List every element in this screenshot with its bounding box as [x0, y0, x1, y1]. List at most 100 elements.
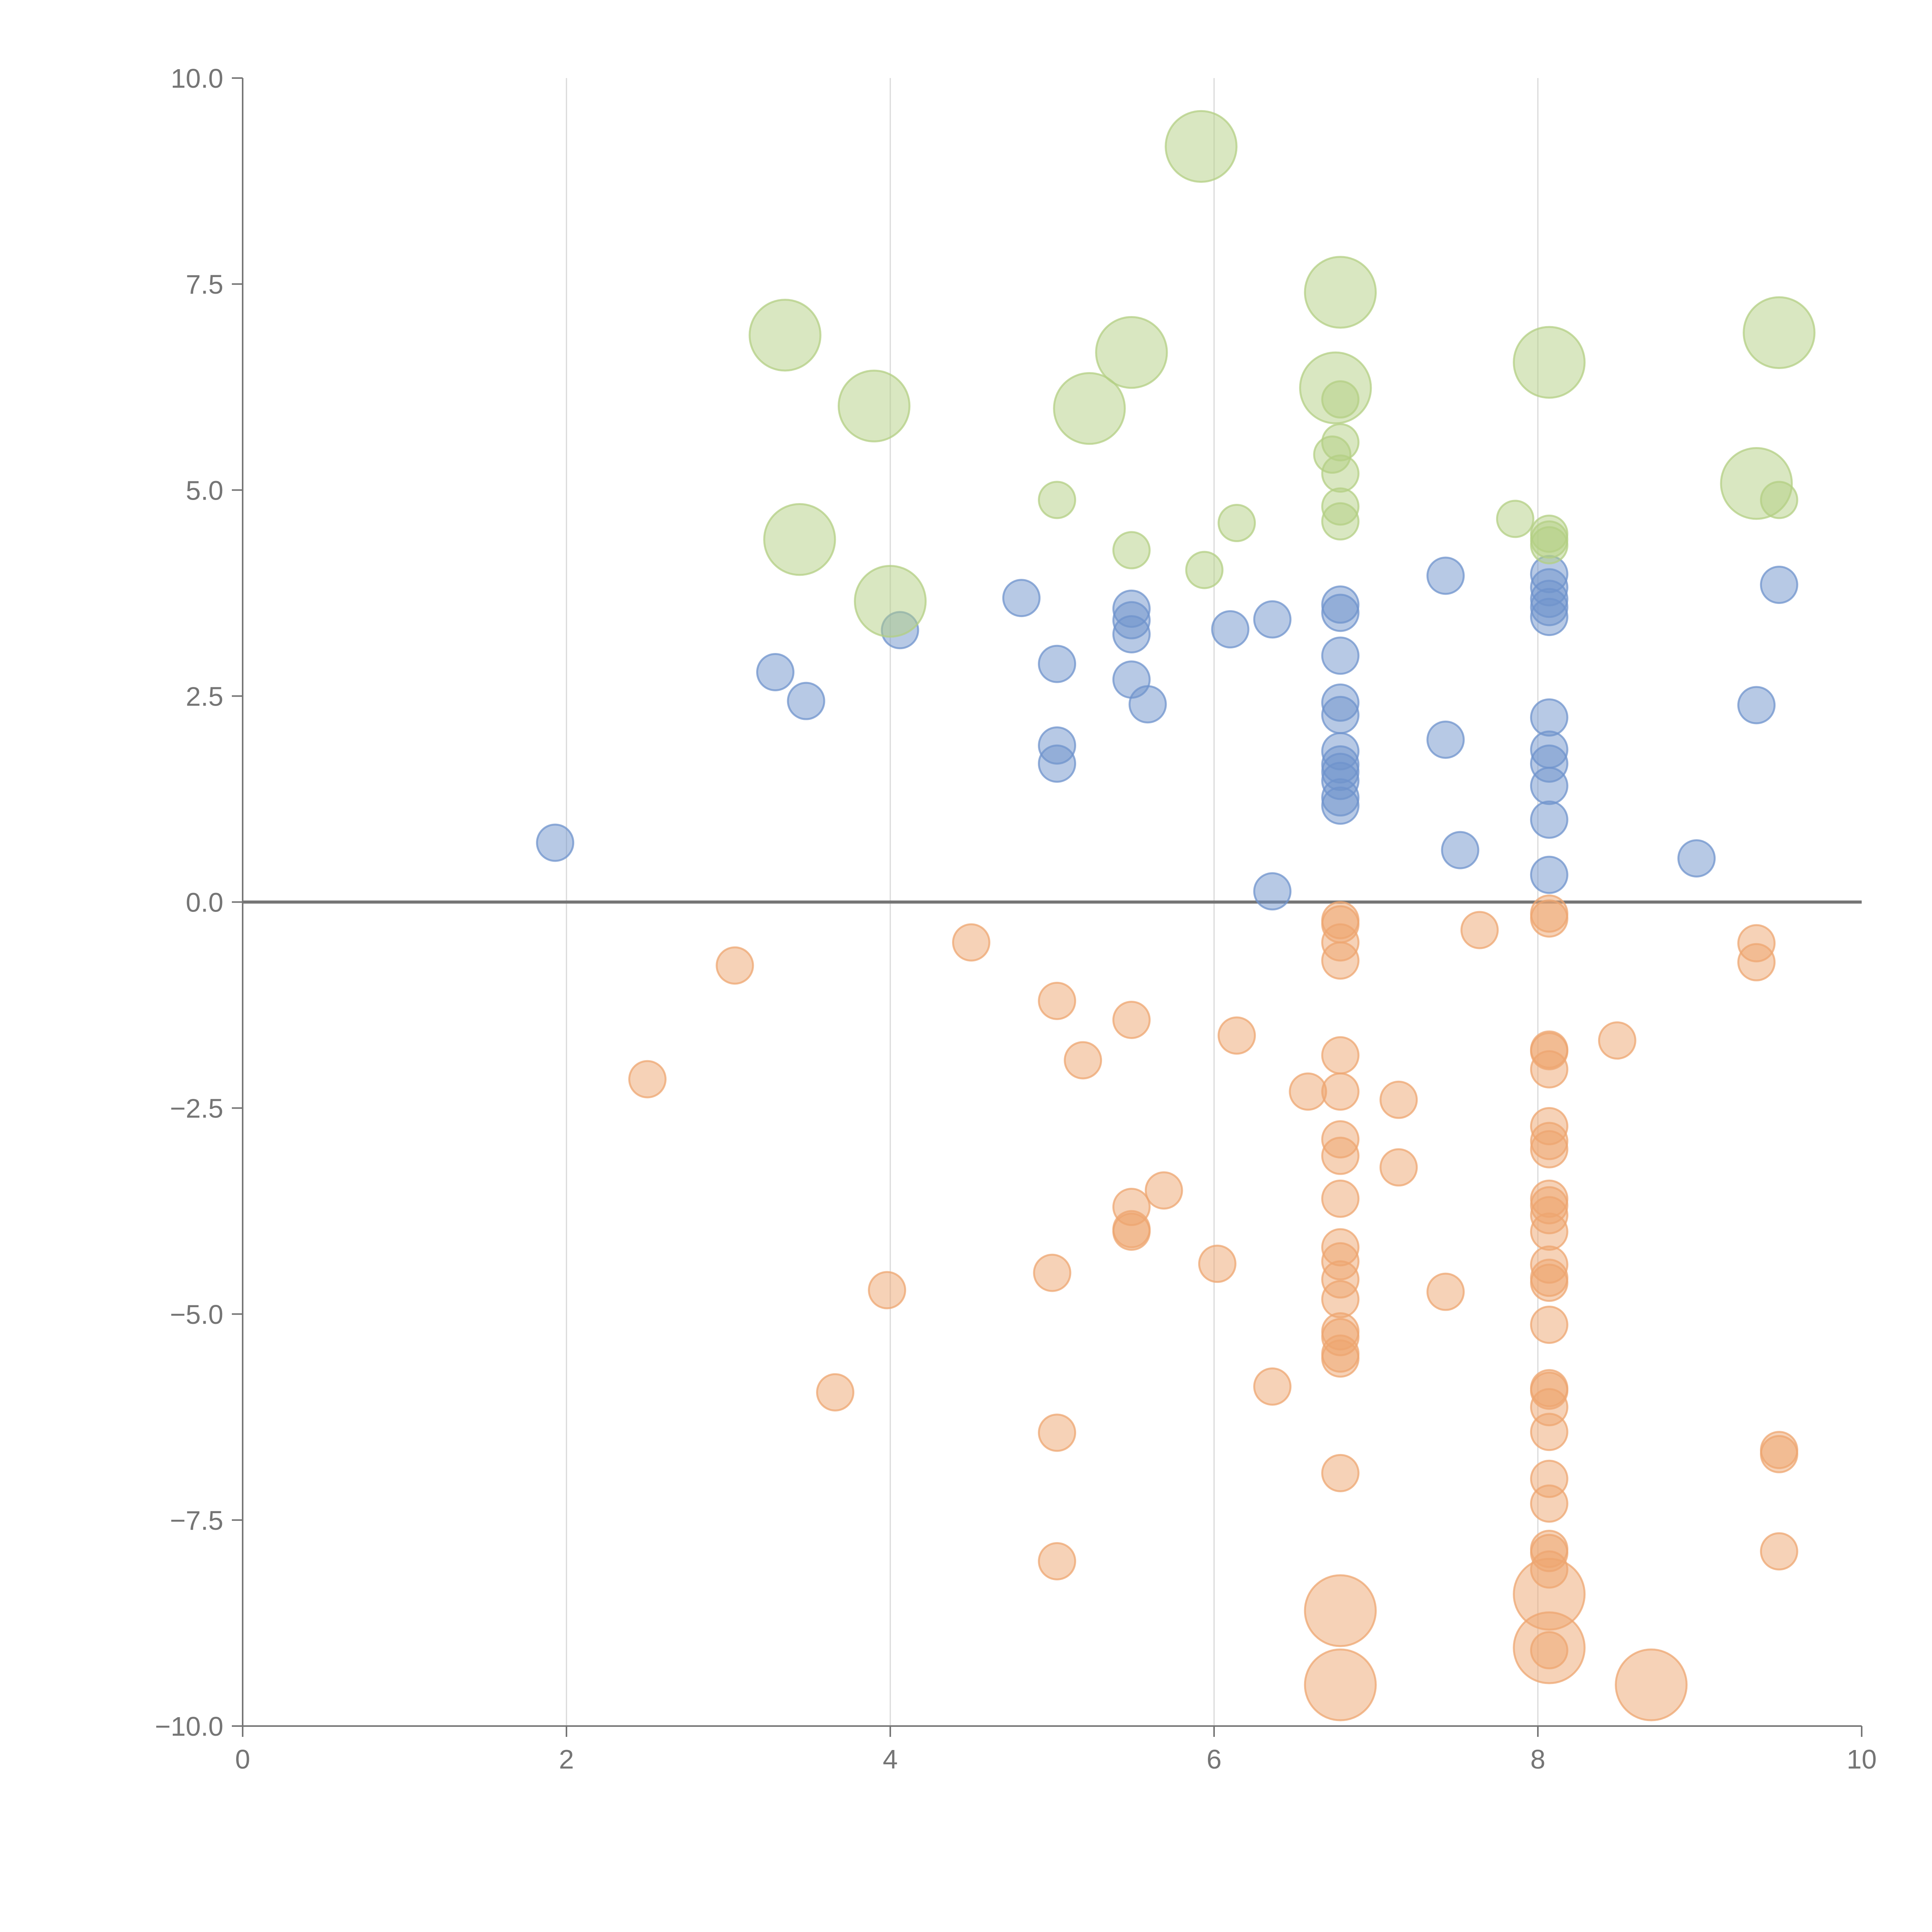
- data-point: [1211, 610, 1250, 649]
- data-point: [1530, 855, 1568, 894]
- data-point: [1379, 1080, 1418, 1119]
- data-point: [816, 1373, 855, 1412]
- data-point: [1165, 110, 1238, 183]
- data-point: [1760, 1532, 1798, 1571]
- y-tick-label: 0.0: [186, 888, 223, 918]
- data-point: [1441, 831, 1480, 869]
- data-point: [1460, 911, 1499, 949]
- data-point: [628, 1060, 667, 1099]
- data-point: [1095, 316, 1168, 389]
- y-tick-label: −2.5: [170, 1094, 223, 1124]
- data-point: [1530, 1130, 1568, 1168]
- x-tick-label: 10: [1847, 1744, 1877, 1774]
- y-tick-label: 5.0: [186, 475, 223, 505]
- data-point: [837, 369, 911, 442]
- data-point: [1321, 1454, 1360, 1492]
- data-point: [1253, 600, 1292, 639]
- data-point: [1530, 1484, 1568, 1523]
- y-tick-label: −10.0: [155, 1711, 223, 1742]
- data-point: [1321, 1280, 1360, 1318]
- data-point: [1053, 372, 1126, 445]
- data-point: [1128, 685, 1167, 724]
- bubble-points: [536, 110, 1816, 1721]
- data-point: [1760, 1435, 1798, 1473]
- y-tick-label: 7.5: [186, 269, 223, 299]
- data-point: [1530, 1050, 1568, 1088]
- data-point: [1321, 1179, 1360, 1218]
- data-point: [1321, 786, 1360, 825]
- data-point: [1737, 686, 1776, 724]
- data-point: [1426, 720, 1465, 759]
- data-point: [1304, 1574, 1377, 1647]
- data-point: [1530, 899, 1568, 938]
- data-point: [1426, 1272, 1465, 1311]
- data-point: [1760, 565, 1798, 604]
- data-point: [1321, 502, 1360, 541]
- x-tick-label: 8: [1531, 1744, 1546, 1774]
- data-point: [1615, 1648, 1688, 1721]
- data-point: [1530, 1305, 1568, 1344]
- data-point: [1426, 556, 1465, 595]
- x-tick-label: 4: [883, 1744, 898, 1774]
- data-point: [1253, 872, 1292, 911]
- data-point: [1198, 1245, 1236, 1283]
- data-point: [1112, 615, 1151, 653]
- data-point: [756, 653, 795, 692]
- x-tick-label: 6: [1207, 1744, 1222, 1774]
- data-point: [1145, 1171, 1183, 1210]
- data-point: [716, 946, 754, 985]
- data-point: [1743, 296, 1816, 369]
- data-point: [1185, 551, 1224, 589]
- data-point: [1530, 800, 1568, 839]
- data-point: [1530, 698, 1568, 737]
- data-point: [1321, 1072, 1360, 1111]
- data-point: [787, 682, 825, 720]
- data-point: [763, 503, 836, 576]
- axes: [232, 77, 1862, 1737]
- data-point: [1760, 481, 1798, 519]
- data-point: [1677, 839, 1716, 878]
- data-point: [1304, 256, 1377, 329]
- data-point: [748, 299, 821, 372]
- data-point: [1530, 1213, 1568, 1251]
- data-point: [1218, 1016, 1256, 1055]
- data-point: [1737, 943, 1776, 981]
- data-point: [1321, 594, 1360, 632]
- data-point: [1038, 645, 1077, 683]
- y-tick-label: 2.5: [186, 681, 223, 711]
- data-point: [1321, 696, 1360, 734]
- data-point: [1379, 1148, 1418, 1187]
- data-point: [1038, 1542, 1077, 1580]
- x-tick-label: 0: [235, 1744, 250, 1774]
- data-point: [536, 823, 575, 862]
- y-tick-label: 10.0: [171, 63, 223, 94]
- y-tick-label: −5.0: [170, 1299, 223, 1330]
- data-point: [1530, 598, 1568, 636]
- data-point: [1530, 526, 1568, 565]
- data-point: [1218, 504, 1256, 543]
- x-tick-label: 2: [559, 1744, 574, 1774]
- data-point: [1321, 636, 1360, 675]
- data-point: [1112, 1213, 1151, 1251]
- data-point: [1321, 1036, 1360, 1075]
- data-point: [1064, 1041, 1102, 1080]
- data-point: [1530, 767, 1568, 805]
- data-point: [1002, 579, 1041, 617]
- data-point: [1033, 1253, 1071, 1292]
- data-point: [1530, 1413, 1568, 1451]
- data-point: [1313, 435, 1352, 474]
- data-point: [1496, 500, 1534, 538]
- tick-labels: 0 2 4 6 8 10 10.0 7.5 5.0 2.5 0.0 −2.5 −5.0 −7.5 −10.0: [155, 63, 1877, 1774]
- data-point: [1038, 981, 1077, 1020]
- data-point: [1253, 1367, 1292, 1406]
- data-point: [1112, 531, 1151, 570]
- data-point: [1321, 1339, 1360, 1378]
- data-point: [1112, 1000, 1151, 1039]
- data-point: [1289, 1072, 1327, 1111]
- data-point: [1038, 744, 1077, 783]
- data-point: [952, 923, 990, 962]
- data-point: [1321, 941, 1360, 980]
- data-point: [1598, 1021, 1636, 1060]
- data-point: [1038, 1413, 1077, 1452]
